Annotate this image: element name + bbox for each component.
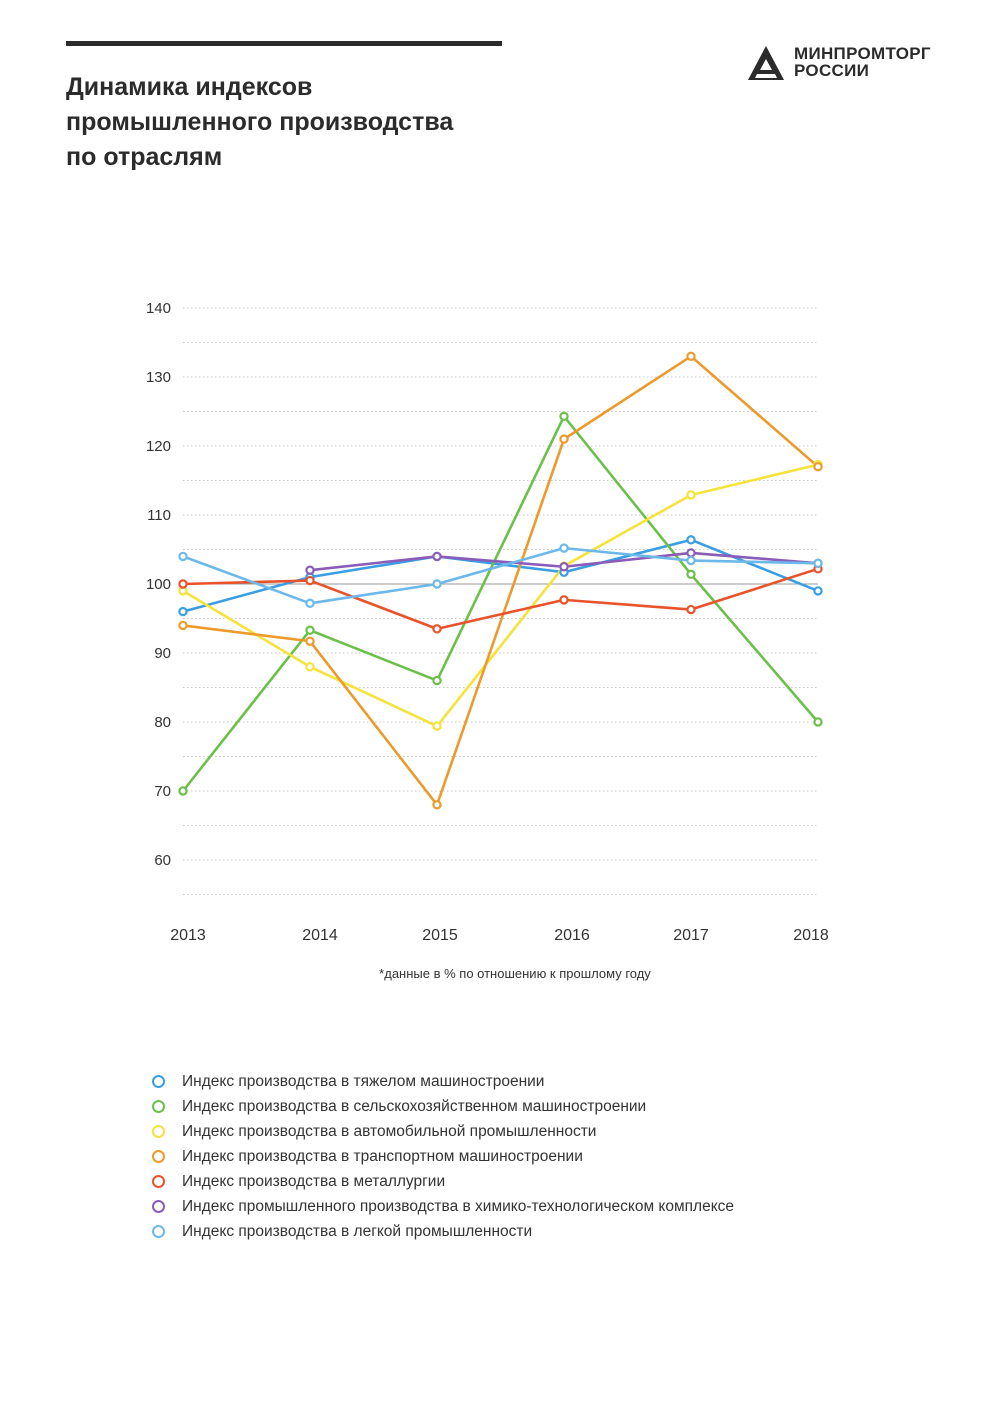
data-point	[305, 575, 315, 586]
data-point	[178, 786, 188, 796]
y-tick-label: 140	[146, 300, 171, 317]
legend-marker-icon	[152, 1225, 165, 1238]
legend-label: Индекс производства в металлургии	[182, 1172, 446, 1190]
data-point	[686, 555, 696, 566]
x-tick-label: 2015	[422, 927, 458, 944]
data-point	[305, 625, 315, 635]
data-point	[305, 598, 315, 609]
legend-label: Индекс производства в сельскохозяйственн…	[182, 1097, 647, 1115]
top-rule	[66, 41, 502, 46]
legend-item: Индекс производства в транспортном машин…	[150, 1144, 734, 1169]
y-tick-label: 70	[154, 783, 171, 800]
data-point	[432, 579, 442, 589]
chart-legend: Индекс производства в тяжелом машиностро…	[150, 1069, 734, 1244]
series-line	[182, 355, 819, 807]
legend-label: Индекс производства в транспортном машин…	[182, 1147, 583, 1165]
legend-item: Индекс производства в металлургии	[150, 1169, 734, 1194]
data-point	[305, 662, 315, 672]
data-point	[686, 604, 696, 615]
data-point	[432, 624, 442, 634]
y-tick-label: 60	[154, 852, 171, 869]
data-point	[178, 579, 188, 589]
line-chart: 140 130 120 110 100 90 80 70 60 2013 2014 2015 2016 2…	[146, 300, 829, 944]
logo: МИНПРОМТОРГ РОССИИ	[746, 44, 976, 84]
legend-label: Индекс промышленного производства в хими…	[182, 1197, 735, 1215]
data-point	[813, 461, 823, 472]
data-point	[432, 721, 442, 731]
legend-marker-icon	[152, 1175, 165, 1188]
data-point	[178, 606, 188, 617]
legend-item: Индекс производства в тяжелом машиностро…	[150, 1069, 734, 1094]
data-point	[178, 620, 188, 631]
x-tick-label: 2018	[793, 927, 829, 944]
data-point	[432, 675, 442, 686]
data-point	[305, 565, 315, 575]
series-line	[182, 538, 819, 613]
y-tick-label: 100	[146, 576, 171, 593]
data-point	[813, 717, 823, 727]
logo-line-2: РОССИИ	[794, 61, 870, 80]
data-point	[559, 543, 569, 553]
data-point	[686, 569, 696, 580]
data-point	[686, 535, 696, 545]
legend-marker-icon	[152, 1150, 165, 1163]
legend-marker-icon	[152, 1200, 165, 1213]
series-line	[181, 415, 819, 792]
y-tick-label: 90	[154, 645, 171, 662]
data-point	[686, 351, 696, 362]
logo-triangle-icon	[748, 46, 784, 80]
logo-line-1: МИНПРОМТОРГ	[794, 44, 931, 63]
series-line	[182, 463, 819, 728]
x-tick-label: 2013	[170, 927, 206, 944]
page-title: Динамика индексов промышленного производ…	[66, 73, 454, 171]
legend-marker-icon	[152, 1100, 165, 1113]
data-point	[178, 551, 188, 562]
x-tick-label: 2014	[302, 927, 338, 944]
data-point	[305, 636, 315, 646]
data-point	[813, 586, 823, 596]
footnote: *данные в % по отношению к прошлому году	[379, 966, 651, 981]
y-tick-label: 80	[154, 714, 171, 731]
legend-label: Индекс производства в автомобильной пром…	[182, 1122, 597, 1140]
logo-text: МИНПРОМТОРГ РОССИИ	[794, 45, 931, 79]
y-tick-label: 130	[146, 369, 171, 386]
data-point	[559, 595, 569, 605]
y-tick-label: 110	[147, 507, 171, 524]
x-tick-label: 2016	[554, 927, 590, 944]
legend-marker-icon	[152, 1125, 165, 1138]
legend-item: Индекс производства в сельскохозяйственн…	[150, 1094, 734, 1119]
series-line	[182, 567, 819, 631]
data-point	[559, 411, 569, 422]
x-tick-label: 2017	[673, 927, 709, 944]
data-point	[813, 558, 823, 568]
data-point	[559, 562, 569, 572]
legend-label: Индекс производства в легкой промышленно…	[182, 1222, 533, 1240]
data-point	[686, 548, 696, 558]
data-point	[432, 800, 442, 810]
legend-item: Индекс производства в автомобильной пром…	[150, 1119, 734, 1144]
y-tick-label: 120	[146, 438, 171, 455]
data-point	[432, 551, 442, 562]
legend-label: Индекс производства в тяжелом машиностро…	[182, 1072, 545, 1090]
legend-marker-icon	[152, 1075, 165, 1088]
legend-item: Индекс промышленного производства в хими…	[150, 1194, 734, 1219]
legend-item: Индекс производства в легкой промышленно…	[150, 1219, 734, 1244]
series-line	[182, 546, 819, 605]
data-point	[559, 434, 569, 444]
data-point	[686, 490, 696, 500]
